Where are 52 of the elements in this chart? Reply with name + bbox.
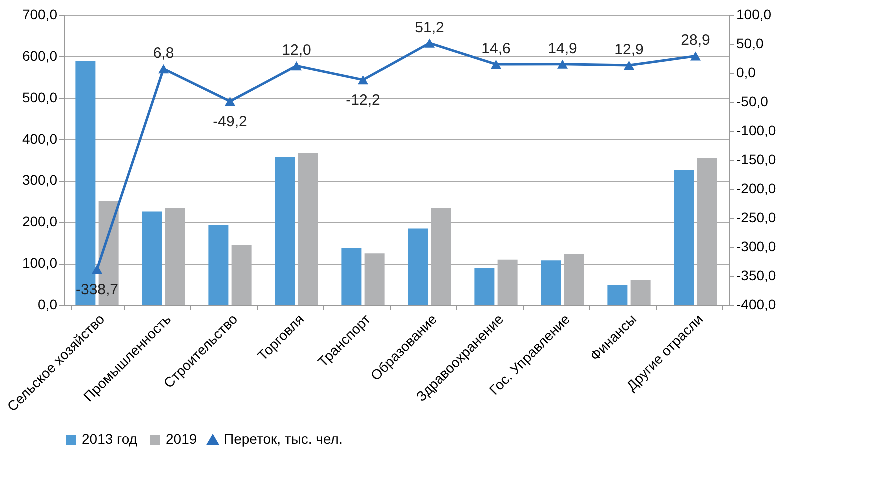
point: [92, 264, 102, 274]
point: [624, 60, 634, 70]
point: [690, 52, 701, 61]
y2-tick-label: -200,0: [736, 180, 776, 196]
y-tick-label: 700,0: [22, 6, 58, 22]
data-label: 14,6: [482, 40, 511, 58]
y-tick-label: 300,0: [22, 172, 58, 188]
y2-tick-label: -350,0: [736, 268, 776, 284]
y-tick-label: 400,0: [22, 130, 58, 147]
bar: [674, 170, 694, 305]
y2-tick-label: -300,0: [736, 238, 776, 254]
bar: [474, 268, 495, 305]
bar: [208, 225, 229, 305]
data-label: 12,0: [282, 42, 312, 60]
point: [424, 38, 435, 48]
data-label: 14,9: [548, 40, 578, 58]
data-label: -12,2: [346, 92, 380, 110]
y2-tick-label: -100,0: [736, 122, 776, 138]
point: [358, 76, 368, 85]
y2-tick-label: -400,0: [736, 296, 776, 312]
bar: [608, 285, 628, 305]
bar: [342, 248, 362, 305]
y-tick-label: 0,0: [38, 296, 58, 312]
bar: [630, 280, 651, 305]
point: [292, 62, 302, 71]
point: [558, 60, 568, 69]
point: [491, 60, 502, 70]
y2-tick-label: 50,0: [736, 36, 764, 52]
point: [158, 64, 169, 74]
data-label: 12,9: [614, 42, 644, 59]
y2-tick-label: 100,0: [736, 6, 772, 22]
y2-tick-label: -250,0: [736, 210, 776, 226]
legend-label: 2013 год: [82, 431, 138, 447]
data-label: 6,8: [153, 45, 174, 62]
bar: [275, 158, 296, 305]
data-label: 28,9: [681, 32, 710, 50]
legend-label: Переток, тыс. чел.: [224, 431, 343, 447]
y2-tick-label: -150,0: [736, 152, 776, 168]
bar: [541, 260, 562, 305]
y2-tick-label: -50,0: [736, 94, 769, 110]
bar: [408, 228, 428, 305]
legend-label: 2019: [166, 431, 198, 447]
y-tick-label: 600,0: [22, 48, 58, 64]
y-tick-label: 200,0: [22, 214, 58, 230]
point: [225, 96, 236, 106]
data-label: 51,2: [415, 19, 444, 36]
data-label: -338,7: [76, 281, 119, 298]
y-tick-label: 500,0: [22, 89, 58, 106]
y2-tick-label: 0,0: [736, 64, 756, 80]
data-label: -49,2: [213, 114, 248, 131]
y-tick-label: 100,0: [22, 255, 58, 272]
bar: [142, 212, 162, 305]
